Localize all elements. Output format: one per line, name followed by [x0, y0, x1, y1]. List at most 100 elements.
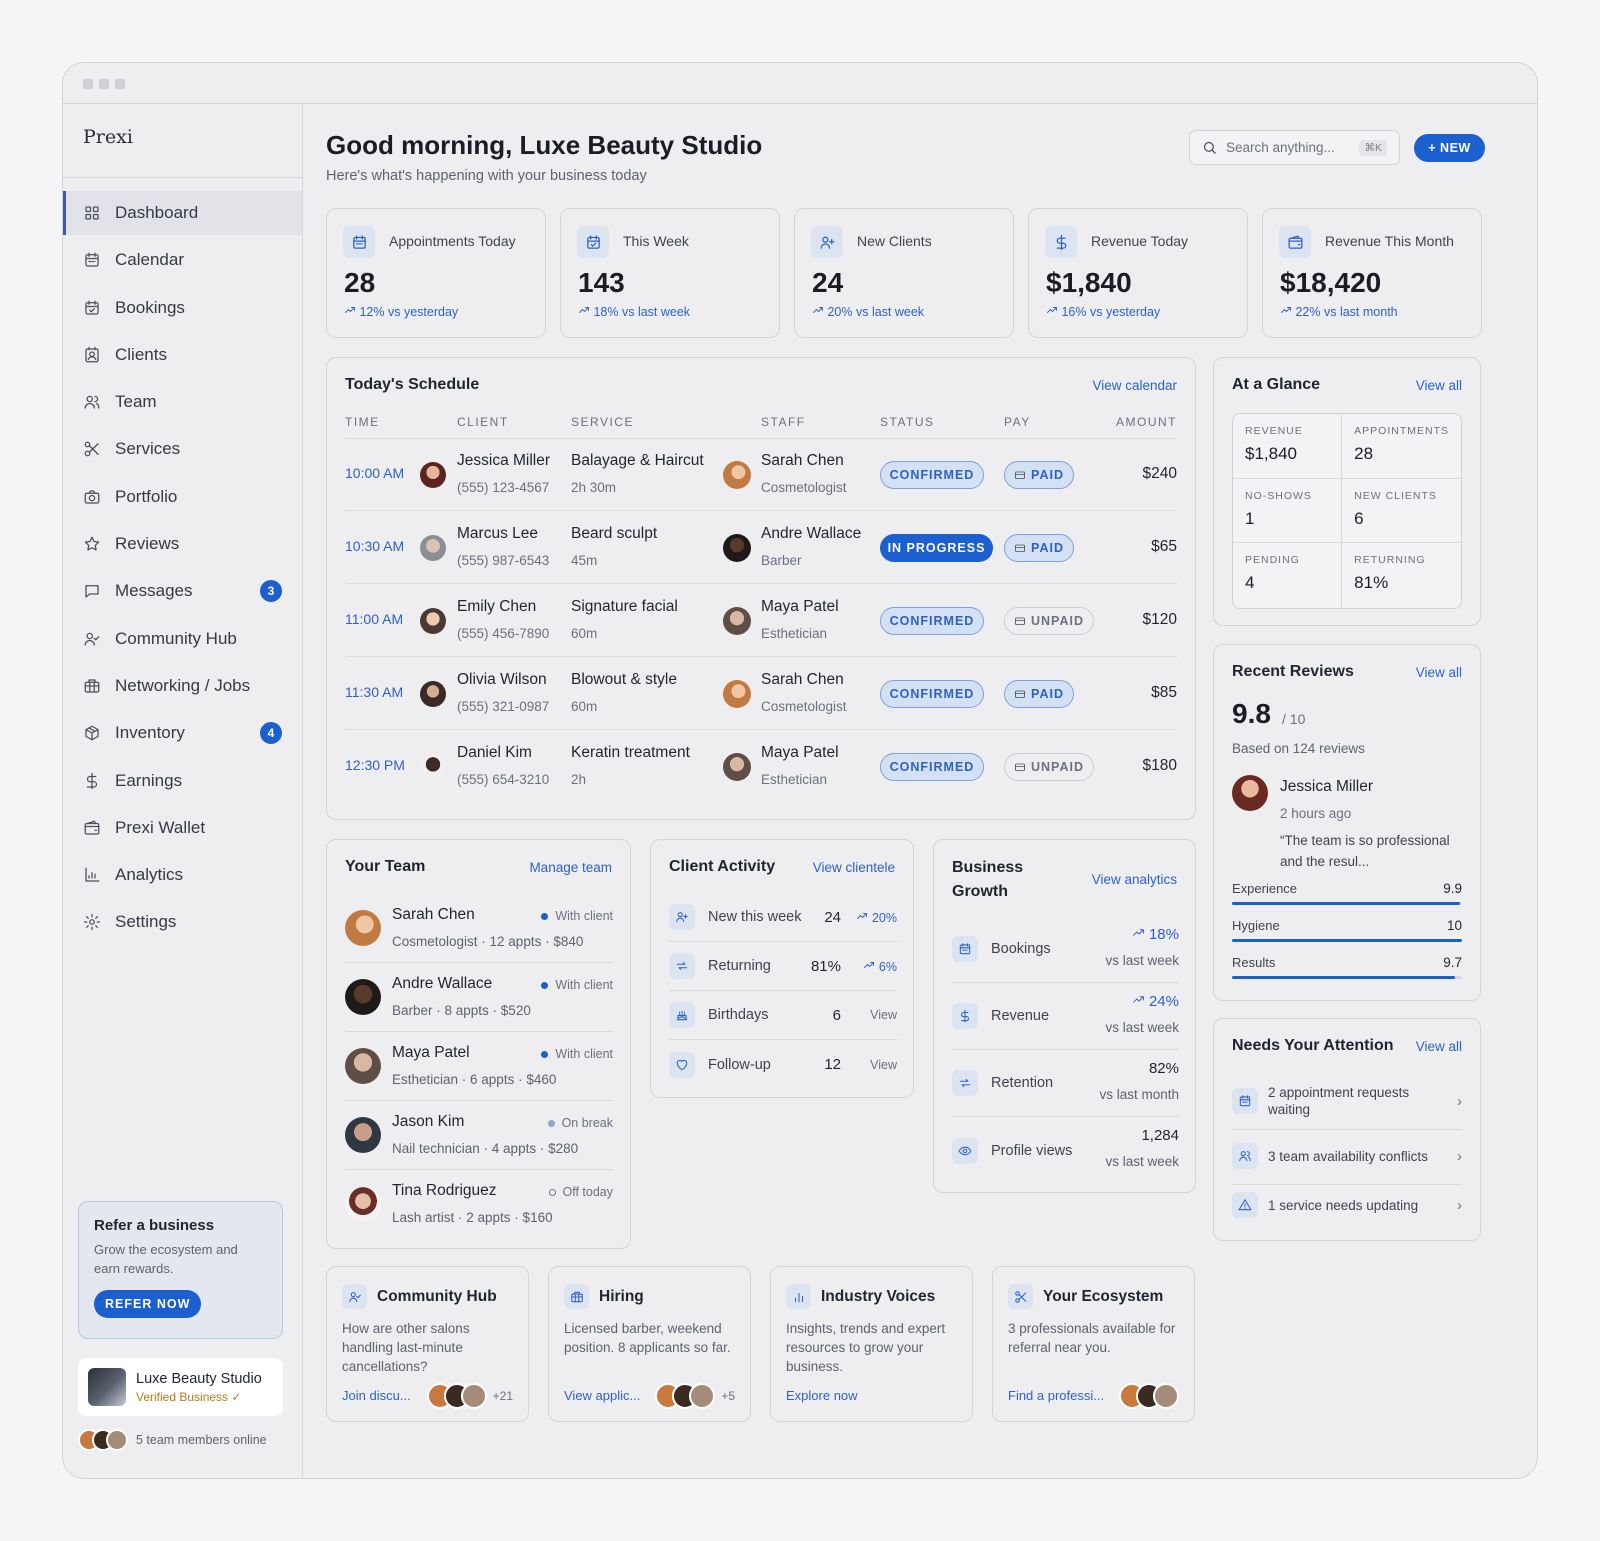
- table-row[interactable]: 11:00 AM Emily Chen (555) 456-7890 Signatur…: [345, 584, 1177, 657]
- activity-view-link[interactable]: View: [870, 1008, 897, 1022]
- pay-badge[interactable]: PAID: [1004, 680, 1074, 708]
- appointment-time[interactable]: 11:30 AM: [345, 684, 404, 700]
- status-badge[interactable]: CONFIRMED: [880, 461, 984, 489]
- table-row[interactable]: 12:30 PM Daniel Kim (555) 654-3210 Keratin …: [345, 730, 1177, 803]
- growth-title: Business Growth: [952, 859, 1024, 900]
- sidebar-item-settings[interactable]: Settings: [63, 900, 302, 944]
- appointment-amount: $120: [1142, 611, 1177, 628]
- client-name[interactable]: Marcus Lee: [457, 525, 538, 542]
- feature-card-link[interactable]: Join discu...: [342, 1388, 411, 1403]
- sidebar-item-inventory[interactable]: Inventory 4: [63, 711, 302, 755]
- activity-row[interactable]: Returning 81% 6%: [669, 942, 897, 991]
- client-name[interactable]: Olivia Wilson: [457, 671, 547, 688]
- service-name: Beard sculpt: [571, 525, 658, 542]
- business-profile-card[interactable]: Luxe Beauty Studio Verified Business ✓: [78, 1358, 283, 1416]
- stat-card[interactable]: Revenue This Month $18,420 22% vs last mo…: [1262, 208, 1482, 338]
- search-input[interactable]: Search anything... ⌘K: [1189, 130, 1400, 165]
- growth-row[interactable]: Retention 82% vs last month: [952, 1050, 1179, 1117]
- staff-avatar: [723, 534, 751, 562]
- scissors-icon: [1014, 1290, 1026, 1303]
- window-dot[interactable]: [83, 79, 93, 89]
- attention-item[interactable]: 2 appointment requests waiting ›: [1232, 1078, 1462, 1124]
- status-badge[interactable]: CONFIRMED: [880, 607, 984, 635]
- new-button[interactable]: + NEW: [1414, 134, 1485, 162]
- window-dot[interactable]: [99, 79, 109, 89]
- feature-card[interactable]: Community Hub How are other salons handli…: [326, 1266, 529, 1422]
- refer-now-button[interactable]: REFER NOW: [94, 1290, 202, 1318]
- attention-item[interactable]: 3 team availability conflicts ›: [1232, 1133, 1462, 1179]
- pay-badge[interactable]: UNPAID: [1004, 607, 1094, 635]
- activity-row[interactable]: Follow-up 12 View: [669, 1040, 897, 1089]
- feature-card[interactable]: Hiring Licensed barber, weekend position.…: [548, 1266, 751, 1422]
- table-row[interactable]: 10:00 AM Jessica Miller (555) 123-4567 Bala…: [345, 438, 1177, 511]
- pay-badge[interactable]: PAID: [1004, 461, 1074, 489]
- sidebar-item-networking-jobs[interactable]: Networking / Jobs: [63, 664, 302, 708]
- feature-card-link[interactable]: Find a professi...: [1008, 1388, 1105, 1403]
- table-row[interactable]: 10:30 AM Marcus Lee (555) 987-6543 Beard sc…: [345, 511, 1177, 584]
- attention-item[interactable]: 1 service needs updating ›: [1232, 1182, 1462, 1228]
- sidebar-item-community-hub[interactable]: Community Hub: [63, 617, 302, 661]
- window-dot[interactable]: [115, 79, 125, 89]
- client-name[interactable]: Daniel Kim: [457, 744, 532, 761]
- reviews-view-all-link[interactable]: View all: [1415, 665, 1462, 680]
- status-badge[interactable]: CONFIRMED: [880, 680, 984, 708]
- activity-view-link[interactable]: View: [870, 1057, 897, 1072]
- scissors-icon: [84, 442, 99, 457]
- sidebar-item-messages[interactable]: Messages 3: [63, 569, 302, 613]
- view-analytics-link[interactable]: View analytics: [1091, 872, 1177, 887]
- growth-row[interactable]: Revenue 24% vs last week: [952, 983, 1179, 1050]
- activity-row[interactable]: New this week 24 20%: [669, 893, 897, 942]
- sidebar-item-services[interactable]: Services: [63, 427, 302, 471]
- sidebar-item-reviews[interactable]: Reviews: [63, 522, 302, 566]
- table-row[interactable]: 11:30 AM Olivia Wilson (555) 321-0987 Blowo…: [345, 657, 1177, 730]
- stat-card[interactable]: This Week 143 18% vs last week: [560, 208, 780, 338]
- team-member-row[interactable]: Andre Wallace Barber · 8 appts · $520 With…: [345, 963, 613, 1032]
- stat-card[interactable]: Revenue Today $1,840 16% vs yesterday: [1028, 208, 1248, 338]
- client-name[interactable]: Emily Chen: [457, 598, 537, 615]
- sidebar-item-bookings[interactable]: Bookings: [63, 286, 302, 330]
- status-badge[interactable]: IN PROGRESS: [880, 534, 993, 562]
- sidebar-item-dashboard[interactable]: Dashboard: [63, 191, 302, 235]
- sidebar-item-clients[interactable]: Clients: [63, 333, 302, 377]
- camera-icon: [84, 490, 100, 504]
- feature-card-link[interactable]: Explore now: [786, 1388, 858, 1403]
- glance-view-all-link[interactable]: View all: [1415, 378, 1462, 393]
- growth-value-text: 18%: [1148, 926, 1179, 943]
- team-member-row[interactable]: Sarah Chen Cosmetologist · 12 appts · $84…: [345, 894, 613, 963]
- team-member-row[interactable]: Tina Rodriguez Lash artist · 2 appts · $1…: [345, 1170, 613, 1239]
- sidebar-item-calendar[interactable]: Calendar: [63, 238, 302, 282]
- app-logo[interactable]: Prexi: [83, 126, 133, 148]
- growth-row[interactable]: Profile views 1,284 vs last week: [952, 1117, 1179, 1184]
- feature-card[interactable]: Industry Voices Insights, trends and expe…: [770, 1266, 973, 1422]
- growth-row[interactable]: Bookings 18% vs last week: [952, 916, 1179, 983]
- team-member-row[interactable]: Maya Patel Esthetician · 6 appts · $460 Wi…: [345, 1032, 613, 1101]
- feature-card-link[interactable]: View applic...: [564, 1388, 641, 1403]
- pay-badge[interactable]: PAID: [1004, 534, 1074, 562]
- attention-title: Needs Your Attention: [1232, 1037, 1394, 1054]
- stat-card[interactable]: New Clients 24 20% vs last week: [794, 208, 1014, 338]
- appointment-time[interactable]: 10:30 AM: [345, 538, 405, 554]
- client-name[interactable]: Jessica Miller: [457, 452, 551, 469]
- glance-metric: PENDING 4: [1233, 543, 1343, 608]
- sidebar-item-earnings[interactable]: Earnings: [63, 759, 302, 803]
- view-calendar-link[interactable]: View calendar: [1092, 378, 1177, 393]
- activity-row[interactable]: Birthdays 6 View: [669, 991, 897, 1040]
- pay-badge[interactable]: UNPAID: [1004, 753, 1094, 781]
- stat-card[interactable]: Appointments Today 28 12% vs yesterday: [326, 208, 546, 338]
- appointment-time[interactable]: 10:00 AM: [345, 465, 405, 481]
- repeat-icon: [959, 1078, 971, 1088]
- sidebar-item-team[interactable]: Team: [63, 380, 302, 424]
- feature-card[interactable]: Your Ecosystem 3 professionals available …: [992, 1266, 1195, 1422]
- status-badge[interactable]: CONFIRMED: [880, 753, 984, 781]
- team-member-row[interactable]: Jason Kim Nail technician · 4 appts · $28…: [345, 1101, 613, 1170]
- sidebar-item-portfolio[interactable]: Portfolio: [63, 475, 302, 519]
- view-clientele-link[interactable]: View clientele: [812, 860, 895, 875]
- cake-icon: [676, 1010, 688, 1021]
- manage-team-link[interactable]: Manage team: [529, 860, 612, 875]
- sidebar-item-analytics[interactable]: Analytics: [63, 853, 302, 897]
- sidebar-item-prexi-wallet[interactable]: Prexi Wallet: [63, 806, 302, 850]
- attention-view-all-link[interactable]: View all: [1415, 1039, 1462, 1054]
- appointment-time[interactable]: 12:30 PM: [345, 757, 405, 773]
- rating-fill: [1232, 976, 1456, 979]
- appointment-time[interactable]: 11:00 AM: [345, 611, 404, 627]
